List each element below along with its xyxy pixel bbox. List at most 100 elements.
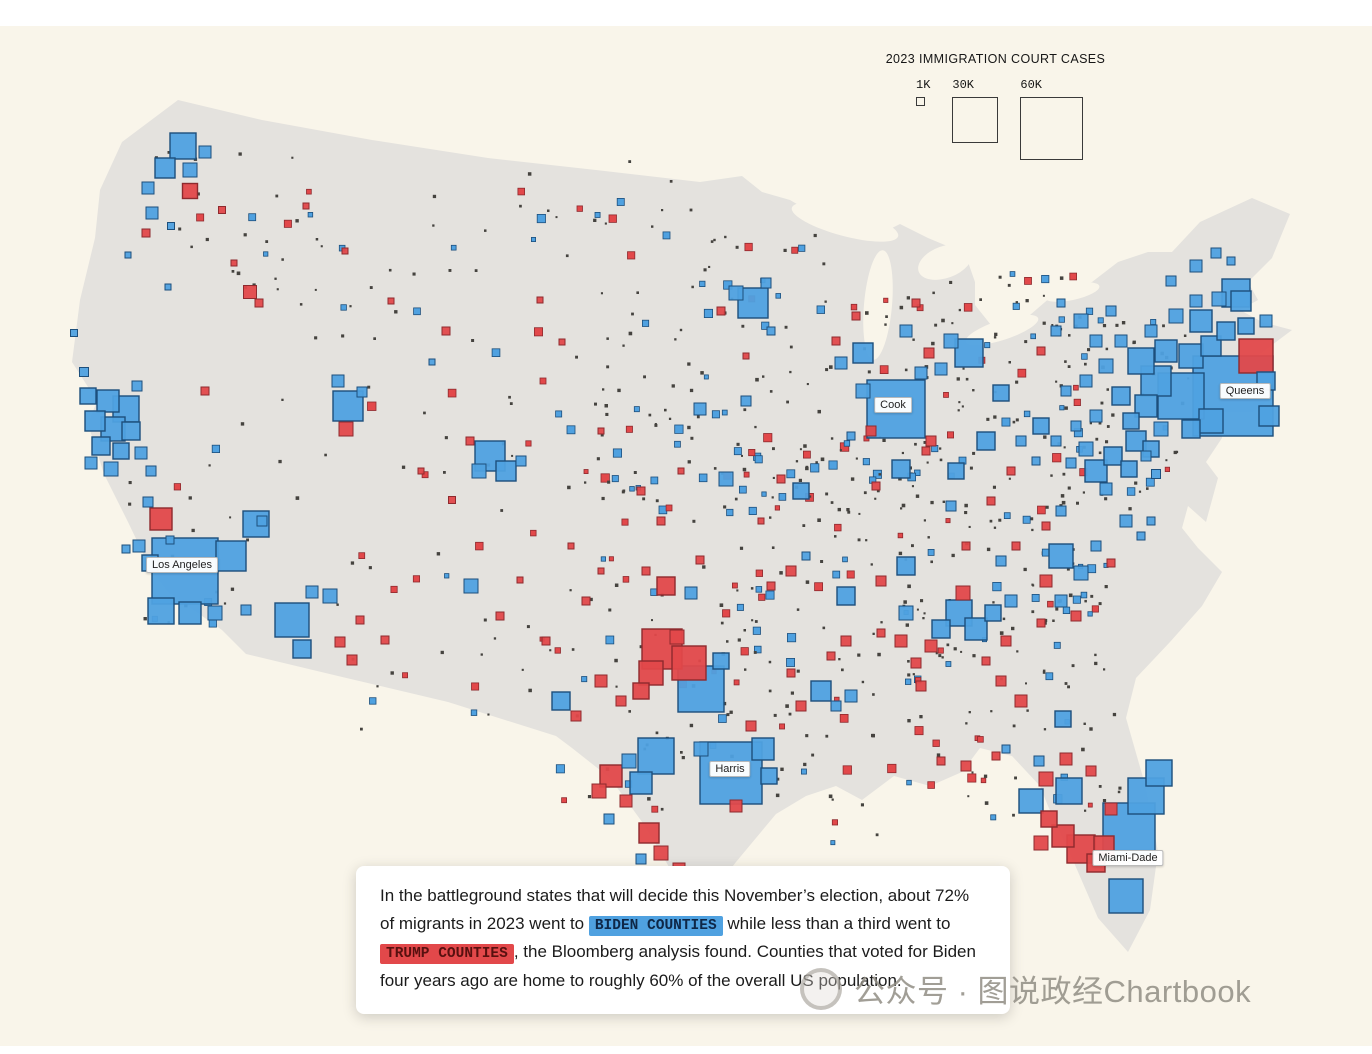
biden-county-square[interactable] xyxy=(629,771,653,795)
trump-county-square[interactable] xyxy=(1039,574,1053,588)
trump-county-square[interactable] xyxy=(795,700,807,712)
trump-county-square[interactable] xyxy=(141,228,151,238)
biden-county-square[interactable] xyxy=(1103,446,1123,466)
biden-county-square[interactable] xyxy=(1154,339,1178,363)
biden-county-square[interactable] xyxy=(943,333,959,349)
biden-county-square[interactable] xyxy=(1054,710,1072,728)
biden-county-square[interactable] xyxy=(331,374,345,388)
biden-county-square[interactable] xyxy=(834,356,848,370)
trump-county-square[interactable] xyxy=(1104,802,1118,816)
trump-county-square[interactable] xyxy=(871,481,881,491)
biden-county-square[interactable] xyxy=(992,384,1010,402)
trump-county-square[interactable] xyxy=(334,636,346,648)
trump-county-square[interactable] xyxy=(570,710,582,722)
trump-county-square[interactable] xyxy=(677,467,685,475)
biden-county-square[interactable] xyxy=(1055,777,1083,805)
trump-county-square[interactable] xyxy=(254,298,264,308)
biden-county-square[interactable] xyxy=(84,456,98,470)
biden-county-square[interactable] xyxy=(964,617,988,641)
biden-county-square[interactable] xyxy=(810,680,832,702)
trump-county-square[interactable] xyxy=(921,446,931,456)
biden-county-square[interactable] xyxy=(1114,334,1128,348)
biden-county-square[interactable] xyxy=(1065,457,1077,469)
trump-county-square[interactable] xyxy=(441,326,451,336)
trump-county-square[interactable] xyxy=(961,541,971,551)
biden-county-square[interactable] xyxy=(947,462,965,480)
biden-county-square[interactable] xyxy=(1060,385,1072,397)
trump-county-square[interactable] xyxy=(355,615,365,625)
trump-county-square[interactable] xyxy=(230,259,238,267)
trump-county-square[interactable] xyxy=(656,576,676,596)
trump-county-square[interactable] xyxy=(923,347,935,359)
biden-county-square[interactable] xyxy=(995,555,1007,567)
trump-county-square[interactable] xyxy=(865,425,877,437)
trump-county-square[interactable] xyxy=(597,427,605,435)
biden-county-square[interactable] xyxy=(766,326,776,336)
county-label-queens[interactable]: Queens xyxy=(1219,383,1271,399)
trump-county-square[interactable] xyxy=(341,247,349,255)
biden-county-square[interactable] xyxy=(740,395,752,407)
biden-county-square[interactable] xyxy=(1127,347,1155,375)
trump-county-square[interactable] xyxy=(955,585,971,601)
biden-county-square[interactable] xyxy=(1140,450,1152,462)
biden-county-square[interactable] xyxy=(846,431,856,441)
biden-county-square[interactable] xyxy=(91,436,111,456)
biden-county-square[interactable] xyxy=(1033,755,1045,767)
biden-county-square[interactable] xyxy=(931,619,951,639)
trump-county-square[interactable] xyxy=(638,822,660,844)
biden-county-square[interactable] xyxy=(603,813,615,825)
biden-county-square[interactable] xyxy=(760,277,772,289)
trump-county-square[interactable] xyxy=(695,555,705,565)
biden-county-square[interactable] xyxy=(1084,459,1108,483)
biden-county-square[interactable] xyxy=(169,132,197,160)
trump-county-square[interactable] xyxy=(986,496,996,506)
trump-county-square[interactable] xyxy=(243,285,257,299)
trump-county-square[interactable] xyxy=(960,760,972,772)
trump-county-square[interactable] xyxy=(619,794,633,808)
biden-county-square[interactable] xyxy=(1258,405,1280,427)
trump-county-square[interactable] xyxy=(826,651,836,661)
biden-county-square[interactable] xyxy=(178,601,202,625)
biden-county-square[interactable] xyxy=(1198,408,1224,434)
trump-county-square[interactable] xyxy=(465,436,475,446)
trump-county-square[interactable] xyxy=(1051,824,1075,848)
biden-county-square[interactable] xyxy=(718,471,734,487)
biden-county-square[interactable] xyxy=(428,358,436,366)
biden-county-square[interactable] xyxy=(1089,334,1103,348)
biden-county-square[interactable] xyxy=(1105,305,1117,317)
biden-county-square[interactable] xyxy=(1078,441,1094,457)
biden-county-square[interactable] xyxy=(132,539,146,553)
biden-county-square[interactable] xyxy=(1200,335,1222,357)
trump-county-square[interactable] xyxy=(338,421,354,437)
trump-county-square[interactable] xyxy=(1085,765,1097,777)
trump-county-square[interactable] xyxy=(911,298,921,308)
biden-county-square[interactable] xyxy=(79,367,89,377)
biden-county-square[interactable] xyxy=(167,222,175,230)
biden-county-square[interactable] xyxy=(1151,469,1161,479)
trump-county-square[interactable] xyxy=(991,751,1001,761)
biden-county-square[interactable] xyxy=(124,251,132,259)
biden-county-square[interactable] xyxy=(896,556,916,576)
biden-county-square[interactable] xyxy=(103,461,119,477)
trump-county-square[interactable] xyxy=(1238,338,1274,374)
biden-county-square[interactable] xyxy=(112,442,130,460)
trump-county-square[interactable] xyxy=(876,628,886,638)
biden-county-square[interactable] xyxy=(70,329,78,337)
trump-county-square[interactable] xyxy=(936,756,946,766)
biden-county-square[interactable] xyxy=(134,446,148,460)
trump-county-square[interactable] xyxy=(766,581,776,591)
county-label-harris[interactable]: Harris xyxy=(709,761,751,777)
trump-county-square[interactable] xyxy=(1036,346,1046,356)
biden-county-square[interactable] xyxy=(292,639,312,659)
biden-county-square[interactable] xyxy=(1134,394,1158,418)
trump-county-square[interactable] xyxy=(1006,466,1016,476)
biden-county-square[interactable] xyxy=(1004,594,1018,608)
biden-county-square[interactable] xyxy=(551,691,571,711)
trump-county-square[interactable] xyxy=(495,611,505,621)
biden-county-square[interactable] xyxy=(976,431,996,451)
biden-county-square[interactable] xyxy=(147,597,175,625)
biden-county-square[interactable] xyxy=(1153,421,1169,437)
biden-county-square[interactable] xyxy=(1001,744,1011,754)
biden-county-square[interactable] xyxy=(914,366,928,380)
biden-county-square[interactable] xyxy=(121,421,141,441)
